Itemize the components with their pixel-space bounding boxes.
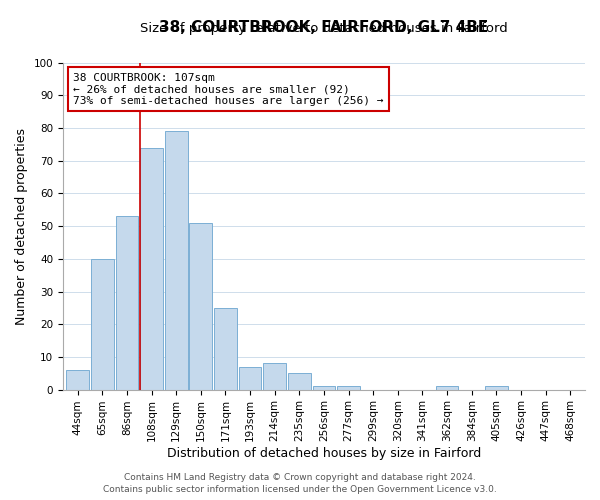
Bar bbox=[239, 366, 262, 390]
Bar bbox=[91, 259, 113, 390]
Bar bbox=[485, 386, 508, 390]
Text: 38, COURTBROOK, FAIRFORD, GL7 4BE: 38, COURTBROOK, FAIRFORD, GL7 4BE bbox=[160, 20, 488, 35]
Bar bbox=[436, 386, 458, 390]
Text: 38 COURTBROOK: 107sqm
← 26% of detached houses are smaller (92)
73% of semi-deta: 38 COURTBROOK: 107sqm ← 26% of detached … bbox=[73, 72, 384, 106]
X-axis label: Distribution of detached houses by size in Fairford: Distribution of detached houses by size … bbox=[167, 447, 481, 460]
Text: Contains HM Land Registry data © Crown copyright and database right 2024.
Contai: Contains HM Land Registry data © Crown c… bbox=[103, 472, 497, 494]
Bar bbox=[140, 148, 163, 390]
Title: Size of property relative to detached houses in Fairford: Size of property relative to detached ho… bbox=[140, 22, 508, 35]
Bar bbox=[288, 374, 311, 390]
Bar bbox=[263, 364, 286, 390]
Bar bbox=[214, 308, 237, 390]
Bar bbox=[165, 132, 188, 390]
Bar bbox=[67, 370, 89, 390]
Bar bbox=[313, 386, 335, 390]
Bar bbox=[337, 386, 360, 390]
Y-axis label: Number of detached properties: Number of detached properties bbox=[15, 128, 28, 324]
Bar bbox=[116, 216, 138, 390]
Bar bbox=[190, 223, 212, 390]
